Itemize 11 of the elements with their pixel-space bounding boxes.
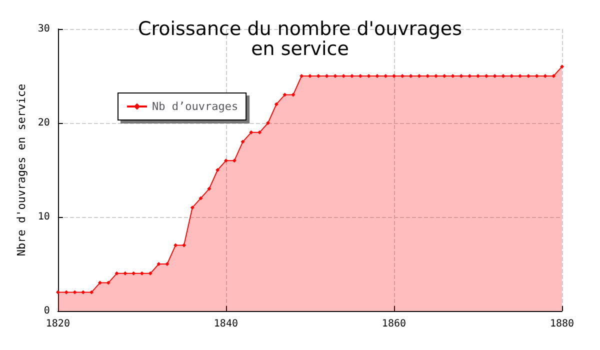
- y-tick-label: 30: [38, 24, 50, 34]
- y-tick-label: 0: [44, 306, 50, 316]
- chart-title: Croissance du nombre d'ouvrages en service: [138, 18, 462, 60]
- x-tick-label: 1860: [382, 318, 406, 330]
- y-tick-label: 10: [38, 212, 50, 222]
- x-tick-label: 1880: [550, 318, 574, 330]
- y-tick-label: 20: [38, 118, 50, 128]
- x-tick-label: 1840: [214, 318, 238, 330]
- x-tick-label: 1820: [46, 318, 70, 330]
- y-axis-title: Nbre d'ouvrages en service: [15, 84, 28, 256]
- legend-label: Nb d’ouvrages: [152, 100, 238, 113]
